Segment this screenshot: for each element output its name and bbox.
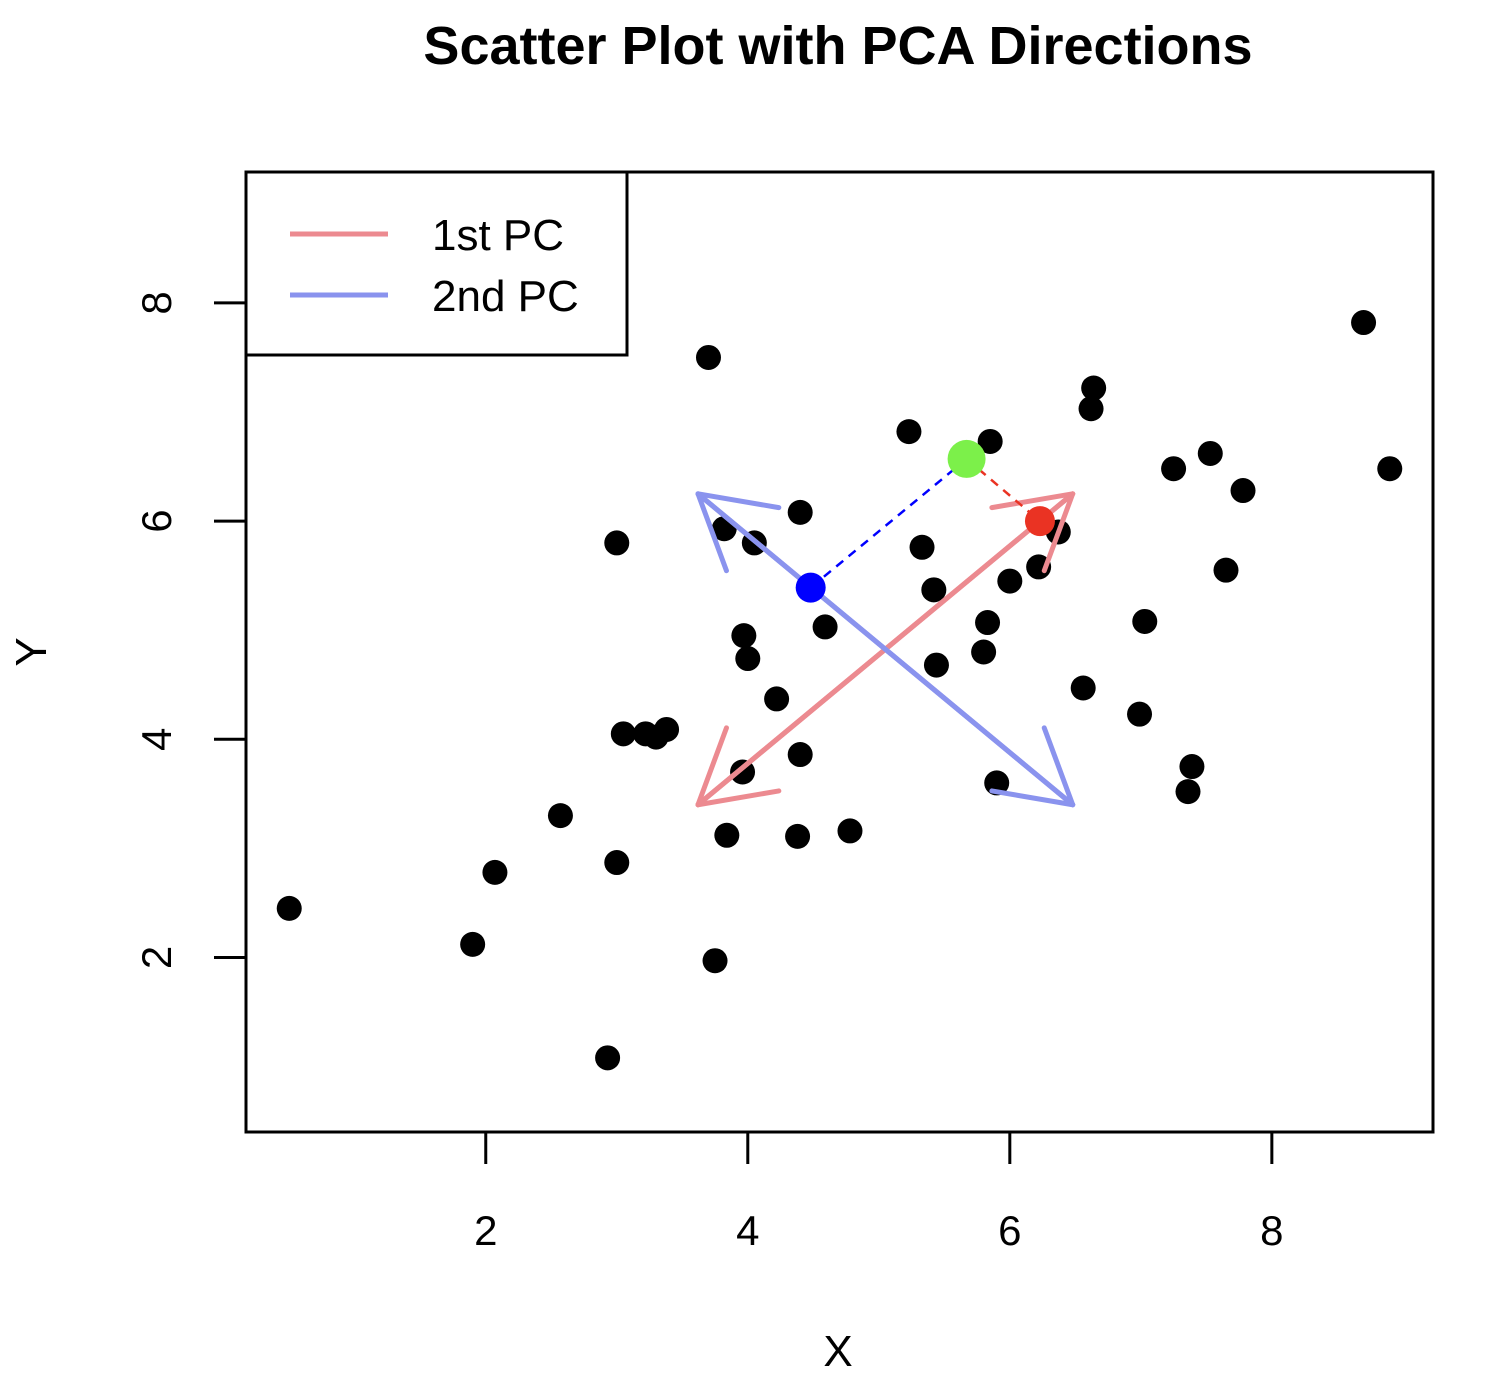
highlight-point xyxy=(1024,506,1055,537)
scatter-point xyxy=(812,614,838,640)
scatter-point xyxy=(1132,608,1158,634)
y-tick-label: 6 xyxy=(133,509,180,532)
scatter-point xyxy=(1197,440,1223,466)
scatter-point xyxy=(1026,554,1052,580)
pc2-arrow-head xyxy=(989,788,1076,808)
scatter-point xyxy=(654,716,680,742)
pc2-arrow-head xyxy=(1041,725,1076,808)
pc1-arrow-head xyxy=(695,788,782,808)
pc1-arrow-head xyxy=(989,491,1076,511)
scatter-point xyxy=(1175,779,1201,805)
scatter-point xyxy=(695,344,721,370)
scatter-point xyxy=(764,686,790,712)
pc1-arrow-head xyxy=(695,725,729,808)
chart-title: Scatter Plot with PCA Directions xyxy=(423,16,1252,76)
scatter-point xyxy=(787,742,813,768)
x-tick-label: 2 xyxy=(474,1207,497,1254)
x-tick-label: 6 xyxy=(998,1207,1021,1254)
y-axis-label: Y xyxy=(7,637,56,666)
scatter-point xyxy=(1127,701,1153,727)
scatter-point xyxy=(731,623,757,649)
scatter-point xyxy=(610,721,636,747)
scatter-point xyxy=(997,568,1023,594)
scatter-point xyxy=(1078,396,1104,422)
highlight-point xyxy=(795,572,826,603)
legend-label-2nd-pc: 2nd PC xyxy=(432,272,579,321)
x-axis: 2 4 6 8 xyxy=(474,1130,1284,1254)
scatter-point xyxy=(1161,456,1187,482)
pc2-arrow xyxy=(695,491,1076,808)
scatter-point xyxy=(547,803,573,829)
pc2-arrow-head xyxy=(695,491,782,511)
data-layer xyxy=(276,310,1403,1071)
y-tick-label: 4 xyxy=(133,728,180,751)
scatter-point xyxy=(971,639,997,665)
scatter-point xyxy=(1351,310,1377,336)
scatter-point xyxy=(1081,375,1107,401)
highlight-point xyxy=(947,439,986,478)
scatter-point xyxy=(896,419,922,445)
scatter-point xyxy=(735,646,761,672)
scatter-point xyxy=(923,652,949,678)
scatter-point xyxy=(921,577,947,603)
x-axis-label: X xyxy=(823,1327,852,1376)
pc2-arrow-head xyxy=(695,491,729,574)
scatter-point xyxy=(604,530,630,556)
y-tick-label: 2 xyxy=(133,946,180,969)
x-tick-label: 8 xyxy=(1260,1207,1283,1254)
scatter-point xyxy=(785,823,811,849)
scatter-point xyxy=(1070,675,1096,701)
x-tick-label: 4 xyxy=(736,1207,759,1254)
scatter-point xyxy=(482,859,508,885)
legend: 1st PC 2nd PC xyxy=(244,170,629,357)
legend-box xyxy=(244,170,629,357)
scatter-point xyxy=(977,428,1003,454)
scatter-point xyxy=(1213,557,1239,583)
scatter-point xyxy=(837,818,863,844)
scatter-point xyxy=(595,1045,621,1071)
pc1-arrow-head xyxy=(1041,491,1076,574)
scatter-point xyxy=(276,895,302,921)
scatter-point xyxy=(702,948,728,974)
y-tick-label: 8 xyxy=(133,291,180,314)
scatter-point xyxy=(909,534,935,560)
legend-label-1st-pc: 1st PC xyxy=(432,211,564,260)
scatter-point xyxy=(604,850,630,876)
y-axis: 2 4 6 8 xyxy=(133,291,248,969)
scatter-point xyxy=(1377,456,1403,482)
scatter-point xyxy=(714,822,740,848)
scatter-point xyxy=(1230,478,1256,504)
projection-line xyxy=(809,457,968,589)
scatter-point xyxy=(460,931,486,957)
scatter-point xyxy=(1179,754,1205,780)
scatter-point xyxy=(787,499,813,525)
scatter-point xyxy=(975,610,1001,636)
